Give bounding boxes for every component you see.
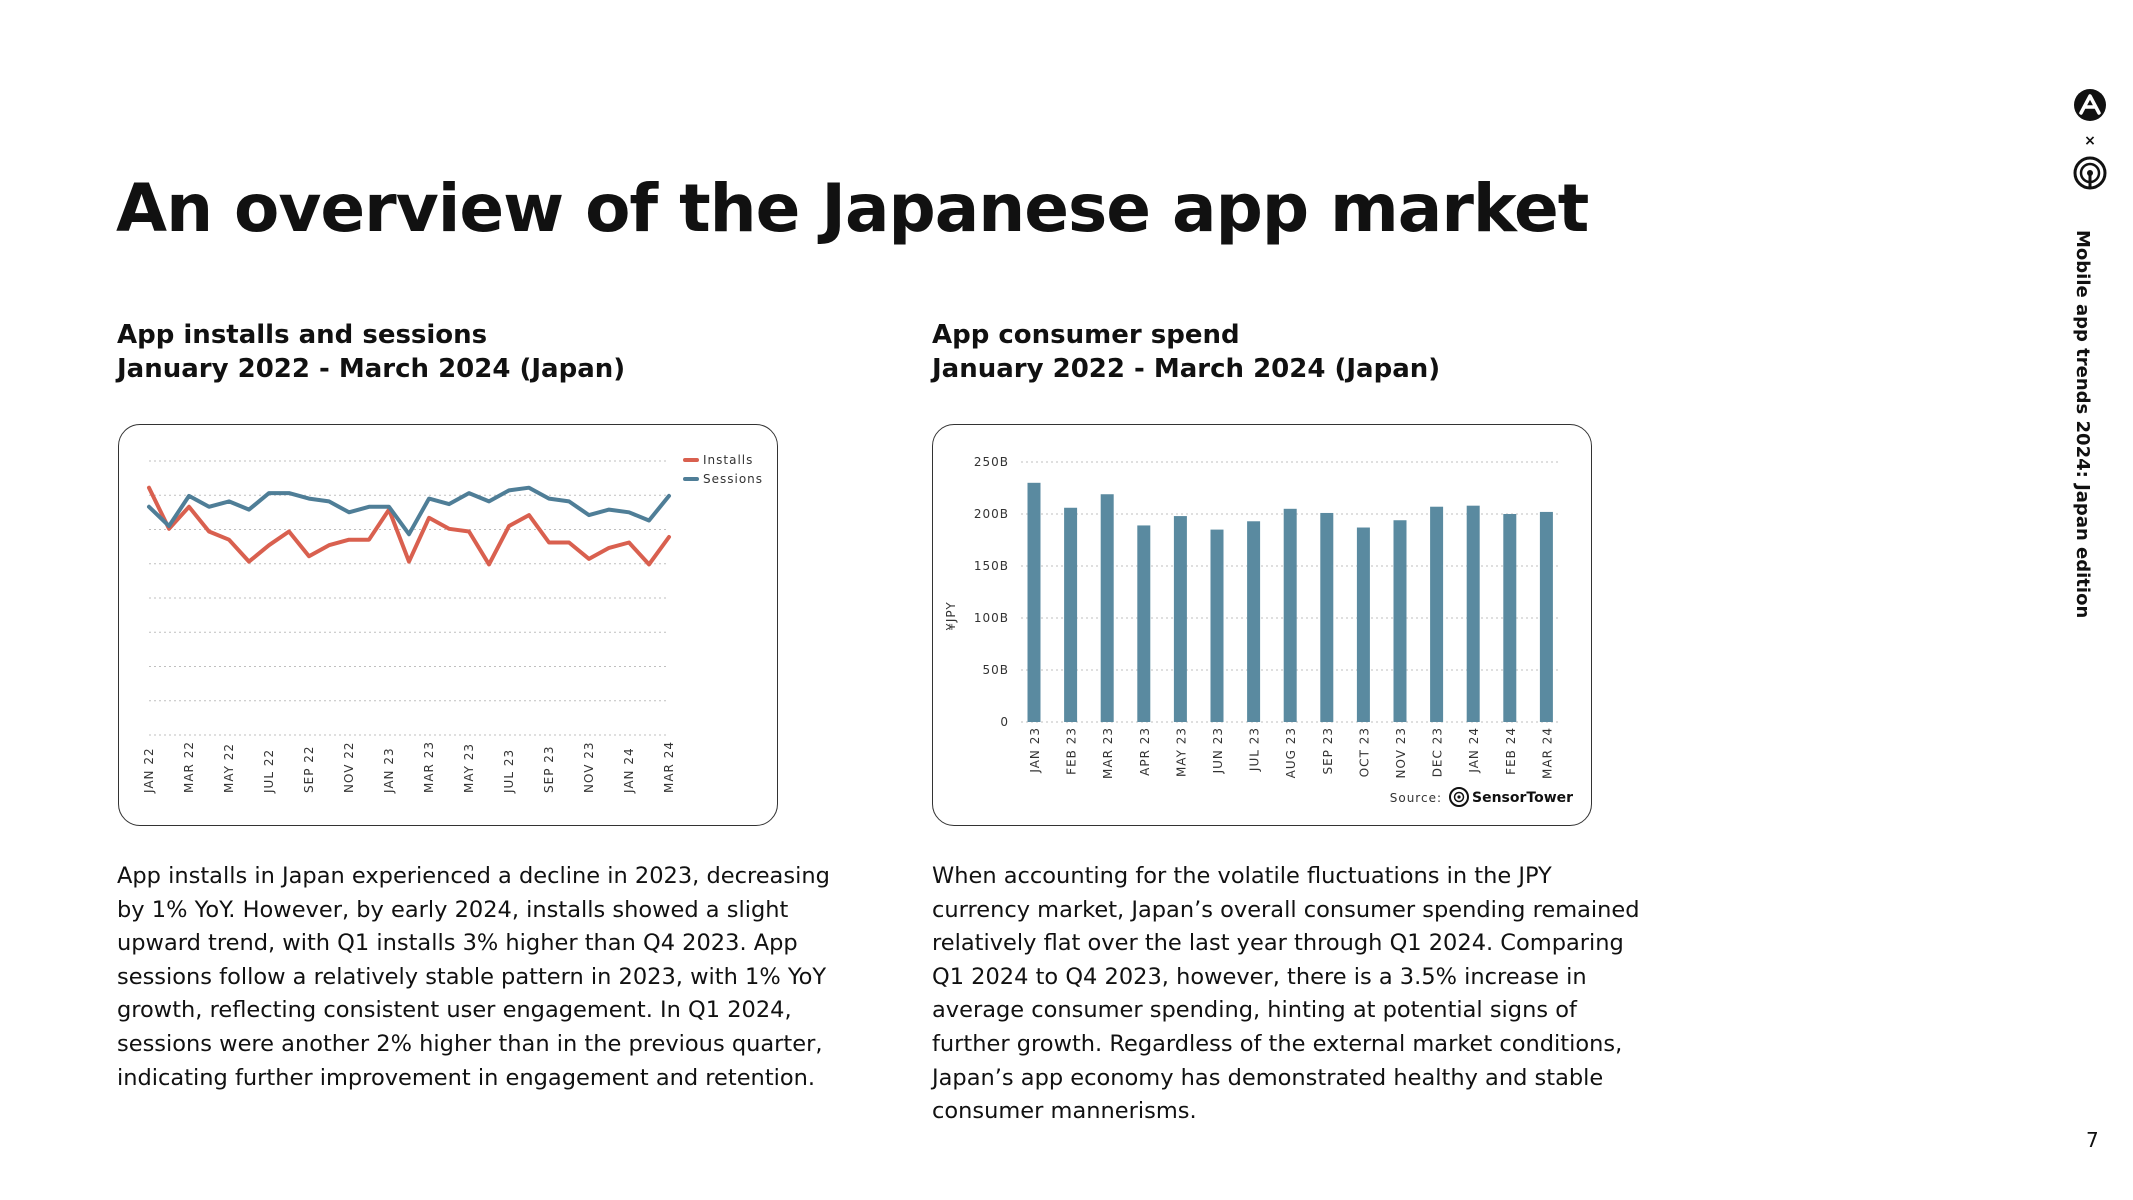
y-axis-label: ¥JPY: [944, 601, 958, 630]
bar: [1393, 520, 1407, 722]
x-tick-label: OCT 23: [1357, 727, 1371, 777]
x-tick-label: NOV 23: [582, 741, 596, 793]
x-tick-label: MAR 23: [422, 741, 436, 793]
x-tick-label: SEP 22: [302, 745, 316, 793]
x-tick-label: JUL 22: [262, 749, 276, 794]
bar: [1539, 511, 1553, 722]
x-tick-label: MAR 24: [662, 741, 676, 793]
bar: [1430, 506, 1444, 722]
x-tick-label: SEP 23: [542, 745, 556, 793]
consumer-spend-heading: App consumer spend January 2022 - March …: [932, 318, 1440, 386]
bar: [1320, 512, 1334, 722]
x-tick-label: MAR 24: [1540, 727, 1554, 779]
consumer-spend-heading-period: January 2022 - March 2024 (Japan): [932, 354, 1441, 384]
page-title: An overview of the Japanese app market: [116, 170, 1589, 247]
logo-lockup: ×: [2073, 89, 2107, 190]
series-line-installs: [147, 485, 671, 567]
x-tick-label: DEC 23: [1431, 727, 1445, 777]
y-tick-label: 250B: [974, 455, 1009, 469]
x-tick-label: JUL 23: [502, 749, 516, 794]
sensor-tower-logo-icon: [2073, 156, 2107, 190]
bar: [1356, 527, 1370, 722]
installs-sessions-heading: App installs and sessions January 2022 -…: [117, 318, 625, 386]
x-tick-label: FEB 24: [1504, 727, 1518, 775]
bar: [1503, 514, 1517, 722]
legend-label-installs: Installs: [703, 453, 753, 467]
bar: [1027, 482, 1041, 722]
y-tick-label: 200B: [974, 507, 1009, 521]
installs-sessions-heading-title: App installs and sessions: [117, 320, 488, 350]
bar: [1283, 508, 1297, 722]
consumer-spend-description: When accounting for the volatile fluctua…: [932, 863, 1640, 1125]
bar: [1247, 521, 1261, 722]
consumer-spend-chart-card: 0 50B 100B 150B 200B 250B ¥JPY JAN 23 FEB 23 MAR …: [932, 424, 1592, 826]
y-tick-label: 100B: [974, 611, 1009, 625]
report-side-title: Mobile app trends 2024: Japan edition: [2072, 230, 2093, 619]
bar: [1137, 525, 1151, 722]
adjust-logo-icon: [2074, 89, 2106, 121]
bar: [1173, 516, 1187, 722]
installs-sessions-line-chart: JAN 22 MAR 22 MAY 22 JUL 22 SEP 22 NOV 22 JAN …: [142, 453, 763, 794]
x-tick-label: FEB 23: [1065, 727, 1079, 775]
bar: [1100, 494, 1114, 722]
consumer-spend-heading-title: App consumer spend: [932, 320, 1240, 350]
logo-separator: ×: [2084, 133, 2096, 149]
x-tick-label: MAY 23: [1174, 727, 1188, 777]
bar: [1064, 507, 1078, 722]
bar: [1466, 505, 1480, 722]
x-tick-label: APR 23: [1138, 727, 1152, 776]
x-tick-label: MAR 22: [182, 741, 196, 793]
partner-logos: ×: [2070, 88, 2110, 196]
x-tick-label: JAN 24: [622, 747, 636, 794]
installs-sessions-heading-period: January 2022 - March 2024 (Japan): [117, 354, 626, 384]
sensor-tower-source-icon: [1449, 787, 1469, 807]
bar: [1210, 529, 1224, 722]
x-tick-label: JAN 22: [142, 747, 156, 794]
installs-sessions-chart-card: JAN 22 MAR 22 MAY 22 JUL 22 SEP 22 NOV 22 JAN …: [118, 424, 778, 826]
installs-sessions-description: App installs in Japan experienced a decl…: [117, 863, 830, 1091]
x-tick-label: JAN 23: [1028, 727, 1042, 774]
legend-label-sessions: Sessions: [703, 472, 763, 486]
x-tick-label: MAY 23: [462, 743, 476, 793]
x-tick-label: MAR 23: [1101, 727, 1115, 779]
x-tick-label: JAN 23: [382, 747, 396, 794]
x-tick-label: NOV 22: [342, 741, 356, 793]
source-brand: SensorTower: [1472, 790, 1573, 806]
x-tick-label: AUG 23: [1284, 727, 1298, 778]
page-number: 7: [2086, 1128, 2099, 1152]
y-tick-label: 150B: [974, 559, 1009, 573]
x-tick-label: JUL 23: [1248, 727, 1262, 772]
consumer-spend-bar-chart: 0 50B 100B 150B 200B 250B ¥JPY JAN 23 FEB 23 MAR …: [944, 455, 1573, 807]
x-tick-label: JUN 23: [1211, 727, 1225, 774]
x-tick-label: JAN 24: [1467, 727, 1481, 774]
series-line-sessions: [147, 485, 671, 537]
x-tick-label: NOV 23: [1394, 727, 1408, 779]
x-tick-label: SEP 23: [1321, 727, 1335, 775]
source-label: Source:: [1390, 791, 1442, 805]
y-tick-label: 0: [1000, 715, 1009, 729]
y-tick-label: 50B: [982, 663, 1009, 677]
x-tick-label: MAY 22: [222, 743, 236, 793]
